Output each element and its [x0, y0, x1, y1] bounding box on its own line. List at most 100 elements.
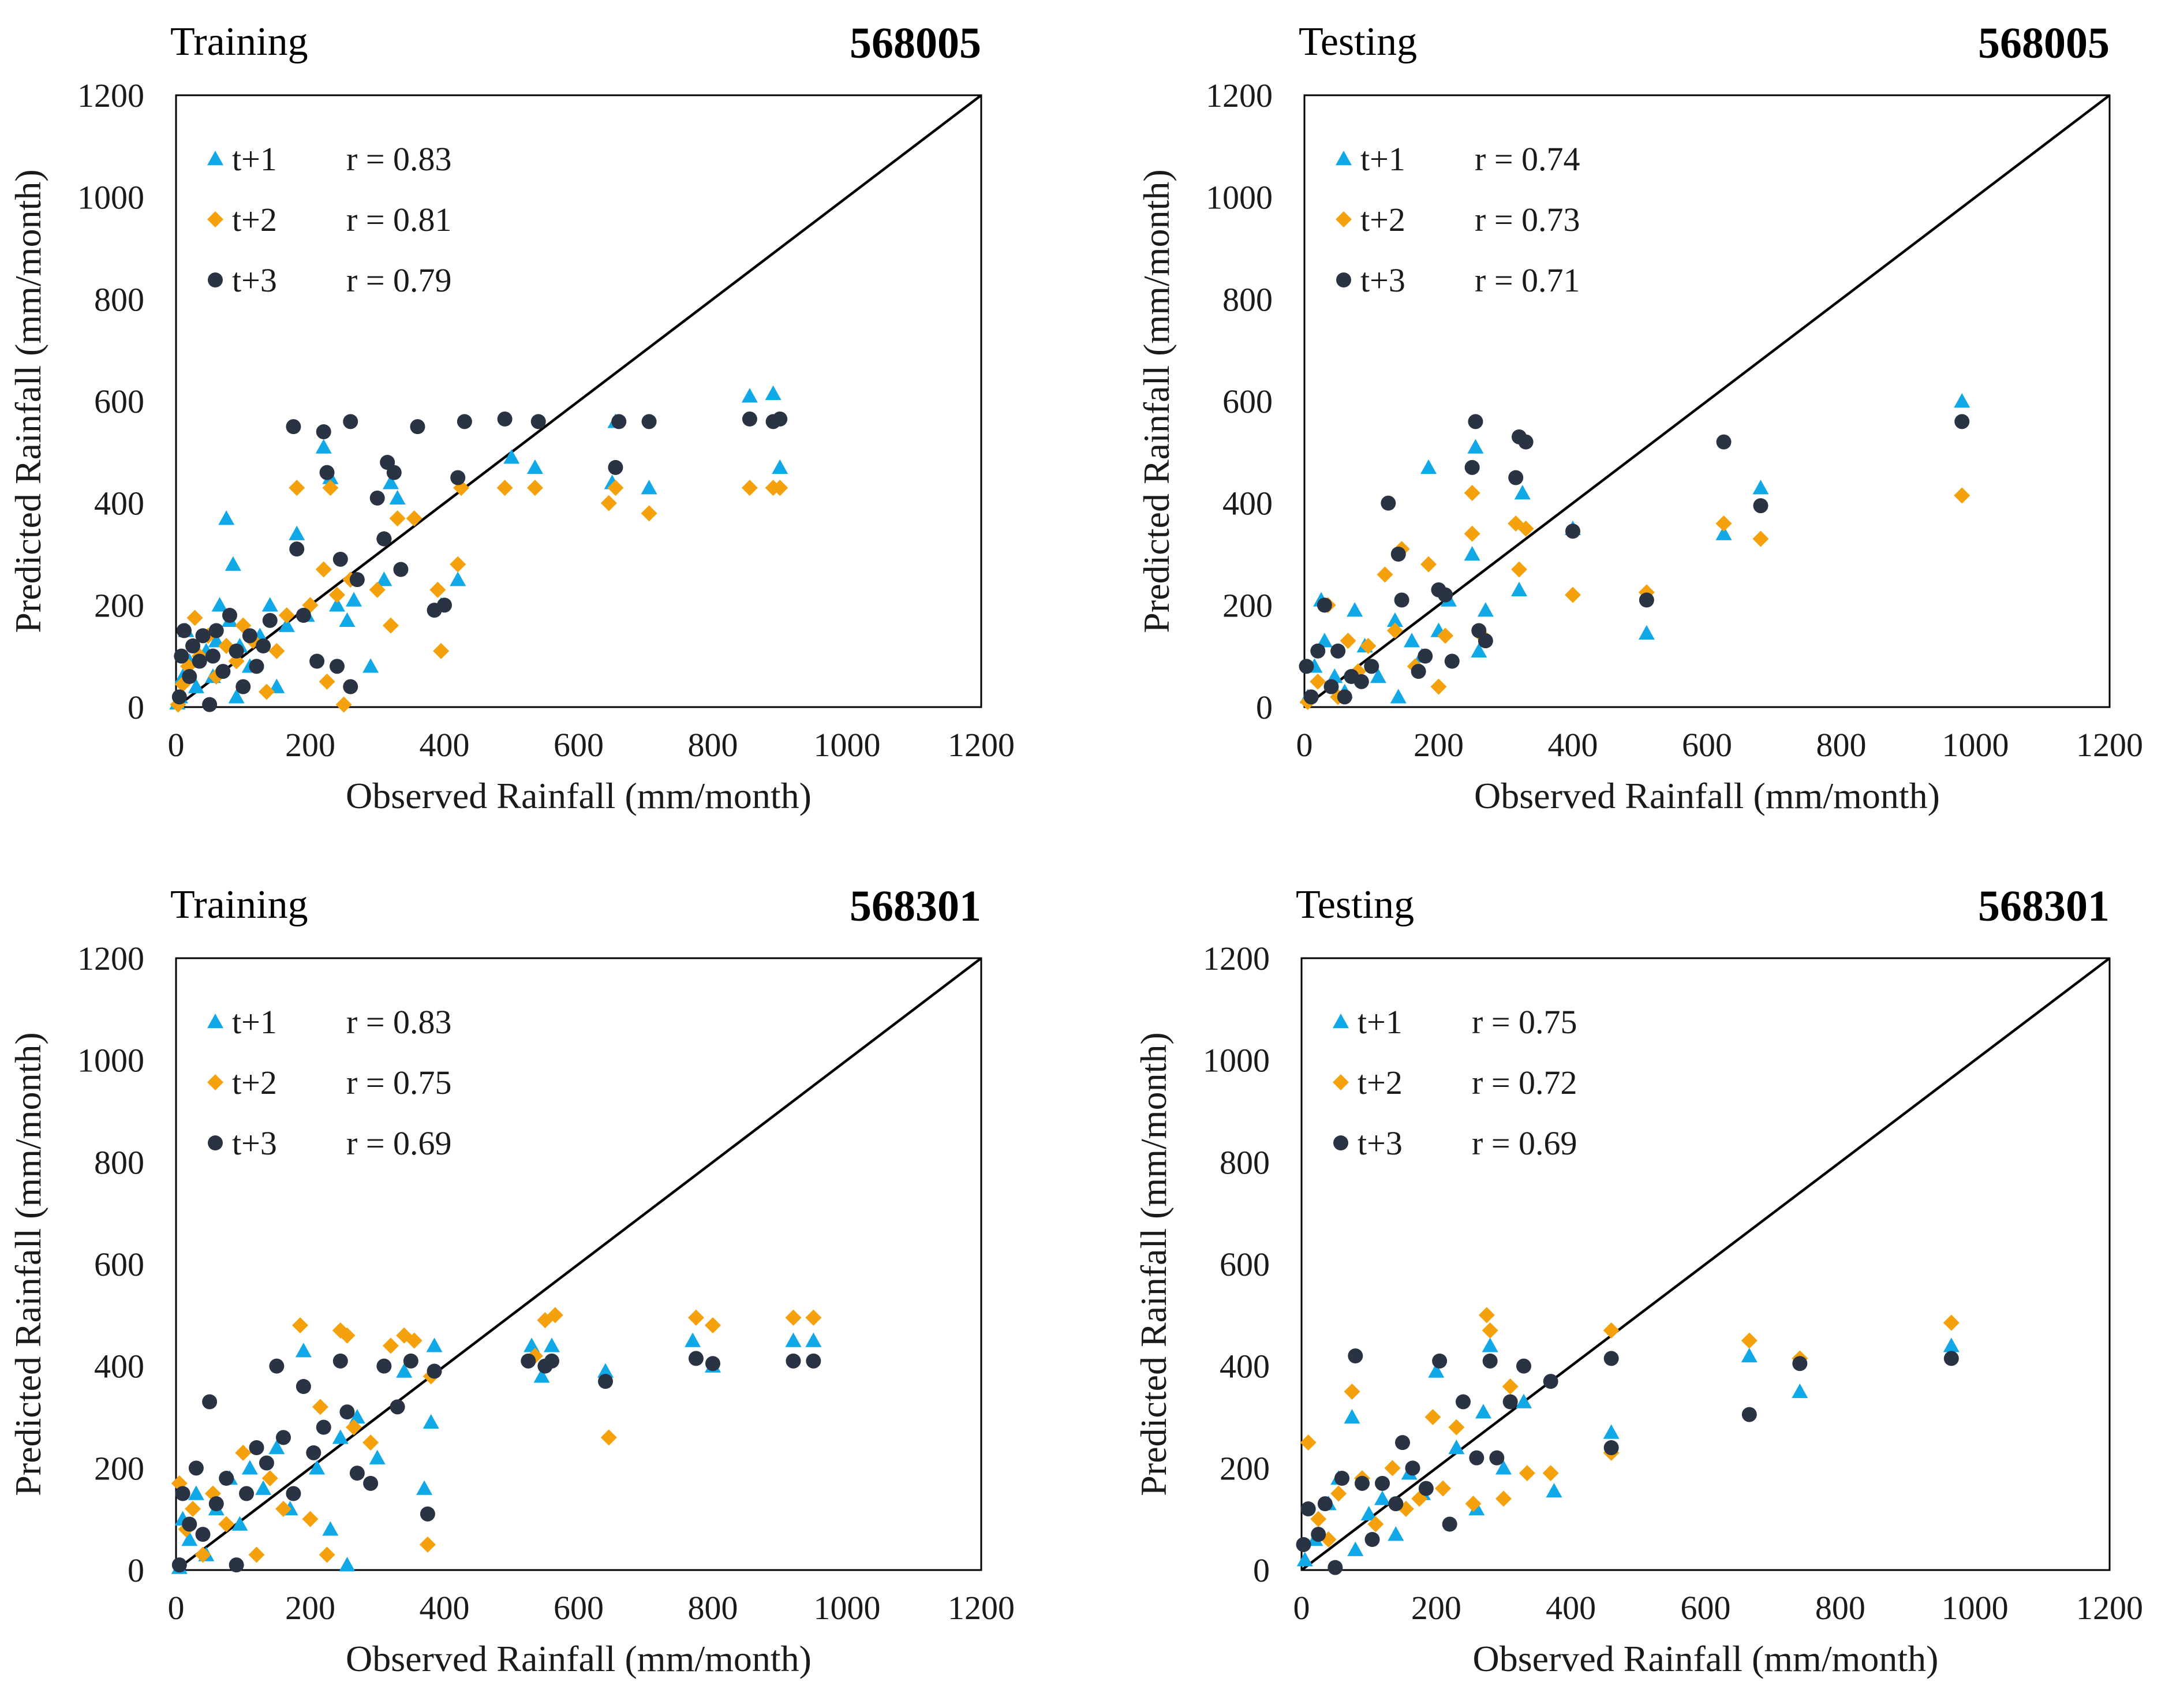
series-tplus3 — [171, 1351, 821, 1573]
data-point — [422, 1414, 439, 1429]
legend-r-value: r = 0.69 — [346, 1124, 452, 1162]
x-axis-title: Observed Rainfall (mm/month) — [1474, 775, 1940, 816]
y-tick-label: 1200 — [77, 940, 144, 977]
data-point — [1404, 633, 1420, 648]
data-point — [295, 1343, 312, 1358]
panel-title: Training — [170, 20, 308, 64]
legend-marker-diamond — [207, 1074, 223, 1090]
data-point — [1752, 530, 1769, 547]
legend-marker-diamond — [207, 211, 223, 227]
y-tick-label: 1000 — [77, 179, 144, 216]
data-point — [496, 480, 513, 496]
data-point — [1386, 622, 1403, 639]
data-point — [1384, 1460, 1401, 1477]
data-point — [1370, 668, 1386, 683]
data-point — [403, 1353, 418, 1369]
x-tick-label: 600 — [1682, 726, 1732, 764]
data-point — [1565, 524, 1580, 539]
y-tick-label: 400 — [94, 1348, 144, 1385]
data-point — [1405, 1460, 1420, 1476]
data-point — [1464, 525, 1480, 542]
data-point — [688, 1351, 704, 1366]
data-point — [363, 1475, 379, 1491]
data-point — [547, 1307, 563, 1324]
data-point — [641, 505, 657, 522]
data-point — [742, 411, 757, 427]
data-point — [249, 659, 264, 674]
scatter-panel-3: Training 568301 0 200 400 600 800 1000 1200 0 200 4… — [8, 882, 1015, 1679]
data-point — [429, 581, 446, 598]
data-point — [319, 1546, 335, 1563]
legend-r-value: r = 0.75 — [346, 1064, 452, 1101]
data-point — [309, 1460, 326, 1475]
data-point — [1943, 1351, 1959, 1366]
data-point — [406, 1332, 422, 1349]
data-point — [503, 449, 520, 464]
data-point — [329, 597, 345, 612]
data-point — [218, 510, 235, 525]
data-point — [1296, 1537, 1311, 1552]
data-point — [1367, 1516, 1384, 1533]
data-point — [185, 638, 201, 653]
data-point — [1482, 1322, 1498, 1339]
series-tplus3 — [1296, 1348, 1959, 1575]
y-tick-label: 1200 — [1206, 77, 1273, 114]
one-to-one-line — [1300, 957, 2111, 1571]
data-point — [1467, 439, 1484, 454]
data-point — [1394, 592, 1409, 608]
legend-series-name: t+1 — [1358, 1003, 1403, 1041]
data-point — [1943, 1314, 1960, 1331]
data-point — [772, 480, 788, 496]
legend-series-name: t+3 — [1360, 261, 1405, 299]
legend-marker-diamond — [1333, 1074, 1349, 1090]
x-tick-label: 1000 — [814, 1589, 881, 1627]
scatter-panel-4: Testing 568301 0 200 400 600 800 1000 1200 0 200 40… — [1133, 882, 2143, 1679]
data-point — [289, 525, 305, 540]
x-tick-label: 1000 — [814, 726, 881, 764]
data-point — [225, 556, 241, 571]
data-point — [390, 1399, 405, 1415]
legend: t+1 r = 0.83 t+2 r = 0.81 t+3 r = 0.79 — [207, 140, 452, 299]
data-point — [389, 489, 406, 505]
data-point — [369, 490, 385, 506]
y-tick-label: 0 — [128, 689, 144, 726]
data-point — [332, 551, 348, 567]
data-point — [1464, 459, 1480, 475]
data-point — [1517, 520, 1534, 537]
data-point — [239, 1486, 255, 1501]
data-point — [1418, 648, 1433, 664]
data-point — [319, 673, 335, 690]
data-point — [1330, 1485, 1347, 1502]
data-point — [1347, 1541, 1364, 1556]
data-point — [176, 623, 192, 638]
data-point — [241, 1460, 258, 1475]
data-point — [1355, 1475, 1370, 1491]
y-tick-label: 1000 — [1203, 1042, 1270, 1079]
data-point — [526, 480, 543, 496]
data-point — [1639, 592, 1654, 608]
data-point — [772, 459, 788, 474]
data-point — [349, 1466, 365, 1481]
y-tick-label: 800 — [1222, 281, 1273, 318]
data-point — [1316, 633, 1333, 648]
legend-marker-circle — [208, 272, 223, 287]
data-point — [1495, 1460, 1512, 1475]
data-point — [349, 572, 365, 588]
data-point — [286, 419, 301, 435]
data-point — [685, 1332, 701, 1347]
series-tplus2 — [1300, 1307, 1960, 1548]
legend-marker-triangle — [1336, 151, 1352, 166]
data-point — [608, 459, 623, 475]
data-point — [1464, 546, 1480, 561]
legend-series-name: t+1 — [232, 1003, 277, 1041]
x-tick-label: 200 — [1414, 726, 1464, 764]
legend-r-value: r = 0.73 — [1475, 201, 1580, 238]
legend-series-name: t+3 — [232, 261, 277, 299]
data-point — [188, 1485, 204, 1500]
data-point — [383, 474, 399, 489]
data-point — [1448, 1440, 1465, 1455]
data-point — [175, 1486, 190, 1501]
data-point — [174, 648, 189, 664]
data-point — [705, 1317, 721, 1333]
legend-series-name: t+2 — [1360, 201, 1405, 238]
